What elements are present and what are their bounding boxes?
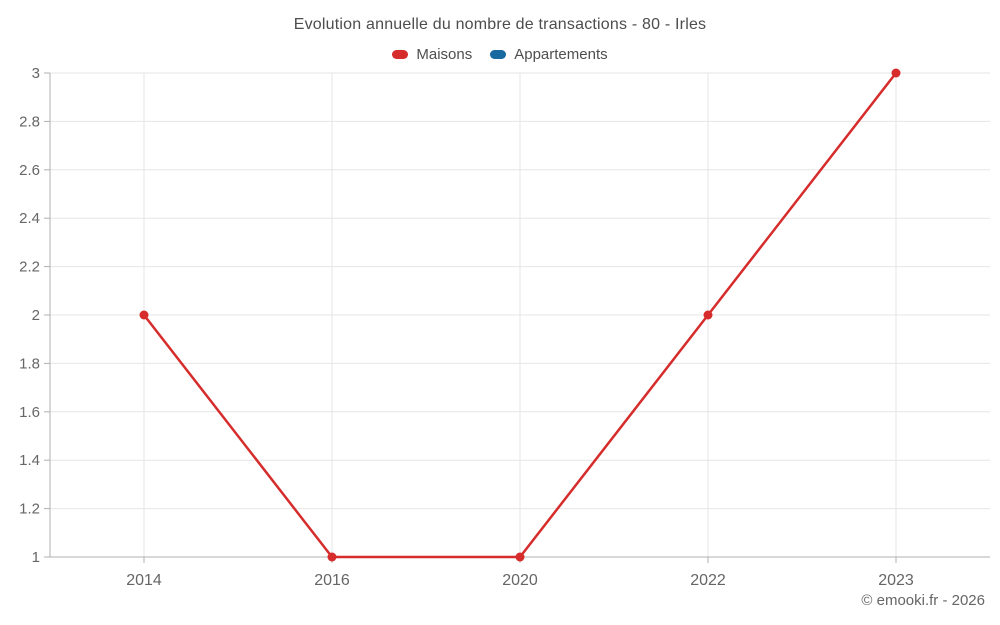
y-axis-label: 2.4 [19, 210, 40, 227]
legend-item-maisons[interactable]: Maisons [392, 46, 472, 63]
data-point-maisons-2023[interactable] [891, 68, 901, 78]
y-axis-label: 1.2 [19, 501, 40, 518]
legend-swatch-maisons [392, 50, 409, 59]
x-axis-label: 2020 [502, 572, 538, 589]
y-axis-label: 2.2 [19, 259, 40, 276]
x-axis-label: 2016 [314, 572, 350, 589]
y-axis-label: 3 [32, 65, 40, 82]
legend-item-appartements[interactable]: Appartements [490, 46, 608, 63]
legend-swatch-appartements [490, 50, 507, 59]
x-axis-label: 2014 [126, 572, 162, 589]
legend-label: Appartements [514, 46, 608, 63]
y-axis-label: 1.6 [19, 404, 40, 421]
chart-title: Evolution annuelle du nombre de transact… [293, 16, 707, 33]
data-point-maisons-2022[interactable] [703, 310, 713, 320]
x-axis-label: 2022 [690, 572, 726, 589]
y-axis-label: 1 [32, 549, 40, 566]
legend-label: Maisons [416, 46, 473, 63]
y-axis-label: 2.6 [19, 162, 40, 179]
y-axis-label: 2 [32, 307, 40, 324]
y-axis-label: 2.8 [19, 113, 40, 130]
footer-credit-link[interactable]: © emooki.fr - 2026 [861, 592, 985, 609]
data-point-maisons-2014[interactable] [139, 310, 149, 320]
x-axis-label: 2023 [878, 572, 914, 589]
data-point-maisons-2016[interactable] [327, 552, 337, 562]
chart-legend: Maisons Appartements [0, 46, 1000, 63]
y-axis-label: 1.4 [19, 452, 40, 469]
data-point-maisons-2020[interactable] [515, 552, 525, 562]
y-axis-label: 1.8 [19, 355, 40, 372]
